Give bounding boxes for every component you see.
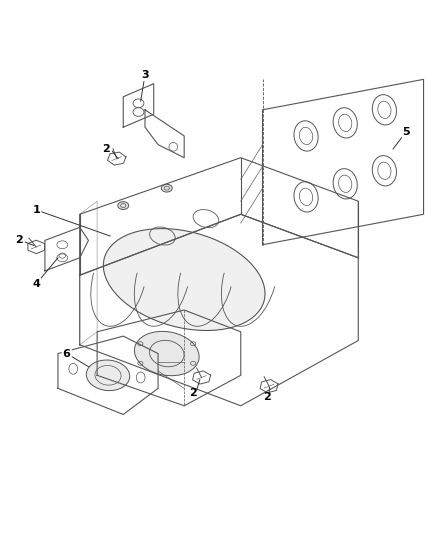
Text: 4: 4 xyxy=(32,279,40,289)
Text: 2: 2 xyxy=(15,236,23,245)
Text: 2: 2 xyxy=(189,387,197,398)
Ellipse shape xyxy=(86,360,130,391)
Text: 1: 1 xyxy=(32,205,40,215)
Text: 3: 3 xyxy=(141,70,149,80)
Text: 6: 6 xyxy=(63,349,71,359)
Text: 5: 5 xyxy=(403,126,410,136)
Ellipse shape xyxy=(118,201,129,209)
Text: 2: 2 xyxy=(263,392,271,402)
Text: 2: 2 xyxy=(102,144,110,154)
Ellipse shape xyxy=(103,229,265,330)
Ellipse shape xyxy=(134,332,199,376)
Ellipse shape xyxy=(161,184,172,192)
